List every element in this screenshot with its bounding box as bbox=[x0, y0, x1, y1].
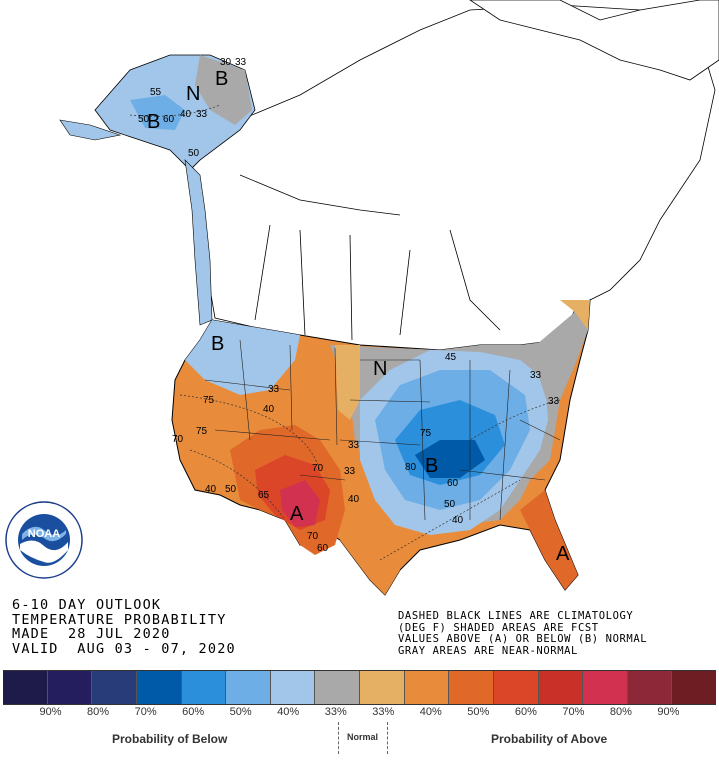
colorbar-tick-label: 80% bbox=[87, 706, 110, 718]
noaa-logo-text: NOAA bbox=[28, 528, 60, 540]
contour-label: 33 bbox=[268, 384, 280, 395]
contour-label: 60 bbox=[163, 114, 175, 125]
contour-label: 40 bbox=[205, 484, 217, 495]
contour-label: 50 bbox=[188, 148, 200, 159]
caption-normal: Normal bbox=[347, 732, 379, 742]
label-northwest-b: B bbox=[211, 333, 224, 355]
label-alaska-b2: B bbox=[147, 111, 160, 133]
outlook-map: B N B B N B A A 30 33 55 50 60 40 33 50 … bbox=[59, 0, 719, 596]
legend-note-line-3: VALUES ABOVE (A) OR BELOW (B) NORMAL bbox=[398, 633, 648, 645]
contour-label: 75 bbox=[420, 428, 432, 439]
label-southwest-a: A bbox=[290, 503, 304, 525]
contour-label: 40 bbox=[263, 404, 275, 415]
colorbar-tick-label: 80% bbox=[609, 706, 632, 718]
colorbar-tick-label: 70% bbox=[562, 706, 585, 718]
colorbar-swatch bbox=[92, 671, 137, 704]
colorbar-tick-label: 60% bbox=[182, 706, 205, 718]
legend-note-line-4: GRAY AREAS ARE NEAR-NORMAL bbox=[398, 644, 578, 657]
colorbar-swatch bbox=[627, 671, 673, 704]
label-alaska-b: B bbox=[215, 68, 228, 90]
legend-note-line-1: DASHED BLACK LINES ARE CLIMATOLOGY bbox=[398, 610, 634, 622]
normal-divider-right bbox=[387, 722, 388, 754]
contour-label: 50 bbox=[138, 114, 150, 125]
contour-label: 40 bbox=[180, 109, 192, 120]
colorbar-swatch bbox=[3, 671, 48, 704]
contour-label: 40 bbox=[452, 515, 464, 526]
contour-label: 33 bbox=[548, 396, 560, 407]
contour-label: 30 bbox=[220, 57, 232, 68]
state-lines bbox=[204, 339, 561, 521]
colorbar-swatch bbox=[449, 671, 494, 704]
colorbar-tick-label: 60% bbox=[514, 706, 537, 718]
label-alaska-n: N bbox=[186, 83, 200, 105]
legend-note-line-2: (DEG F) SHADED AREAS ARE FCST bbox=[398, 621, 599, 634]
contour-label: 80 bbox=[405, 462, 417, 473]
title-line-1: 6-10 DAY OUTLOOK bbox=[12, 597, 162, 613]
title-line-3: MADE 28 JUL 2020 bbox=[12, 626, 171, 642]
land-outlines bbox=[189, 0, 719, 351]
colorbar-tick-label: 90% bbox=[657, 706, 680, 718]
title-line-2: TEMPERATURE PROBABILITY bbox=[12, 611, 227, 628]
normal-divider-left bbox=[338, 722, 339, 754]
colorbar-swatch bbox=[672, 671, 716, 704]
colorbar-tick-label: 40% bbox=[277, 706, 300, 718]
colorbar-swatch bbox=[360, 671, 405, 704]
region-letters: B N B B N B A A bbox=[147, 68, 570, 565]
colorbar-ticks: 90% 80% 70% 60% 50% 40% 33% 33% 40% 50% 60% 70% 80% 9… bbox=[3, 706, 716, 718]
contour-label: 75 bbox=[203, 395, 215, 406]
legend-note: DASHED BLACK LINES ARE CLIMATOLOGY (DEG … bbox=[398, 610, 648, 657]
caption-above: Probability of Above bbox=[491, 732, 608, 746]
colorbar-swatch bbox=[270, 671, 316, 704]
colorbar-swatch bbox=[226, 671, 271, 704]
colorbar-swatch bbox=[538, 671, 584, 704]
contour-label: 65 bbox=[258, 490, 270, 501]
contour-label: 55 bbox=[150, 87, 162, 98]
label-central-b: B bbox=[425, 455, 438, 477]
title-line-4: VALID AUG 03 - 07, 2020 bbox=[12, 640, 236, 657]
colorbar-tick-label: 90% bbox=[39, 706, 62, 718]
label-plains-n: N bbox=[373, 358, 387, 380]
contour-label: 75 bbox=[196, 426, 208, 437]
contour-label: 33 bbox=[235, 57, 247, 68]
contour-label: 33 bbox=[348, 440, 360, 451]
noaa-logo: NOAA bbox=[5, 501, 83, 579]
contour-label: 70 bbox=[312, 463, 324, 474]
colorbar-tick-label: 70% bbox=[134, 706, 157, 718]
colorbar-tick-label: 33% bbox=[324, 706, 347, 718]
label-florida-a: A bbox=[556, 543, 570, 565]
contour-label: 50 bbox=[225, 484, 237, 495]
colorbar-tick-label: 50% bbox=[467, 706, 490, 718]
conus bbox=[171, 299, 591, 596]
province-lines bbox=[239, 174, 501, 341]
colorbar-swatch bbox=[47, 671, 93, 704]
contour-labels: 30 33 55 50 60 40 33 50 33 40 75 75 70 4… bbox=[138, 57, 560, 554]
contour-label: 60 bbox=[447, 478, 459, 489]
colorbar-swatch bbox=[136, 671, 182, 704]
title-block: 6-10 DAY OUTLOOK TEMPERATURE PROBABILITY… bbox=[12, 598, 236, 656]
contour-label: 70 bbox=[307, 531, 319, 542]
contour-label: 40 bbox=[348, 494, 360, 505]
contour-label: 33 bbox=[196, 109, 208, 120]
contour-label: 33 bbox=[530, 370, 542, 381]
contour-label: 33 bbox=[344, 466, 356, 477]
alaska bbox=[59, 54, 256, 171]
colorbar-swatch bbox=[315, 671, 360, 704]
contour-label: 45 bbox=[445, 352, 457, 363]
colorbar-tick-label: 50% bbox=[229, 706, 252, 718]
colorbar-tick-label: 40% bbox=[419, 706, 442, 718]
colorbar-tick-label: 33% bbox=[372, 706, 395, 718]
colorbar-swatch bbox=[181, 671, 227, 704]
contour-label: 70 bbox=[172, 434, 184, 445]
climatology-lines bbox=[129, 104, 561, 561]
colorbar-swatch bbox=[583, 671, 628, 704]
colorbar-swatch bbox=[493, 671, 539, 704]
caption-below: Probability of Below bbox=[112, 732, 228, 746]
contour-label: 60 bbox=[317, 543, 329, 554]
colorbar-swatch bbox=[404, 671, 450, 704]
contour-label: 50 bbox=[444, 499, 456, 510]
probability-colorbar bbox=[3, 670, 716, 705]
